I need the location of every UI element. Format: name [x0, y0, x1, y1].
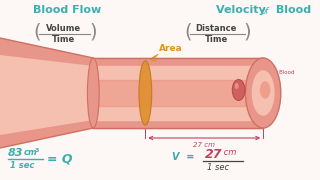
Ellipse shape	[252, 70, 275, 116]
Text: Velocity: Velocity	[216, 5, 270, 15]
Text: Volume: Volume	[46, 24, 81, 33]
Ellipse shape	[245, 58, 281, 128]
Text: 83: 83	[8, 148, 23, 158]
Text: = Q: = Q	[47, 152, 73, 165]
Ellipse shape	[87, 58, 99, 128]
Text: Time: Time	[204, 35, 228, 44]
Text: 1 sec: 1 sec	[207, 163, 229, 172]
Text: of: of	[260, 7, 268, 16]
Text: V  =: V =	[172, 152, 194, 162]
Text: 27: 27	[205, 148, 223, 161]
Text: cm: cm	[24, 148, 37, 157]
Text: Red Blood
Cell: Red Blood Cell	[267, 70, 295, 81]
Text: Blood: Blood	[272, 5, 311, 15]
Text: Distance: Distance	[195, 24, 237, 33]
Ellipse shape	[139, 61, 152, 125]
Ellipse shape	[232, 80, 245, 100]
Text: ): )	[90, 22, 97, 41]
Text: (: (	[185, 22, 192, 41]
Text: ): )	[244, 22, 251, 41]
Text: 27 cm: 27 cm	[193, 142, 215, 148]
Polygon shape	[0, 55, 93, 135]
Text: (: (	[34, 22, 41, 41]
Ellipse shape	[260, 81, 270, 99]
Text: Area: Area	[159, 44, 183, 53]
Text: 3: 3	[34, 148, 39, 153]
Text: Time: Time	[52, 35, 76, 44]
Polygon shape	[0, 38, 93, 148]
Text: Blood Flow: Blood Flow	[33, 5, 101, 15]
Text: 1 sec: 1 sec	[10, 161, 34, 170]
Text: cm: cm	[221, 148, 236, 157]
Ellipse shape	[235, 83, 239, 89]
